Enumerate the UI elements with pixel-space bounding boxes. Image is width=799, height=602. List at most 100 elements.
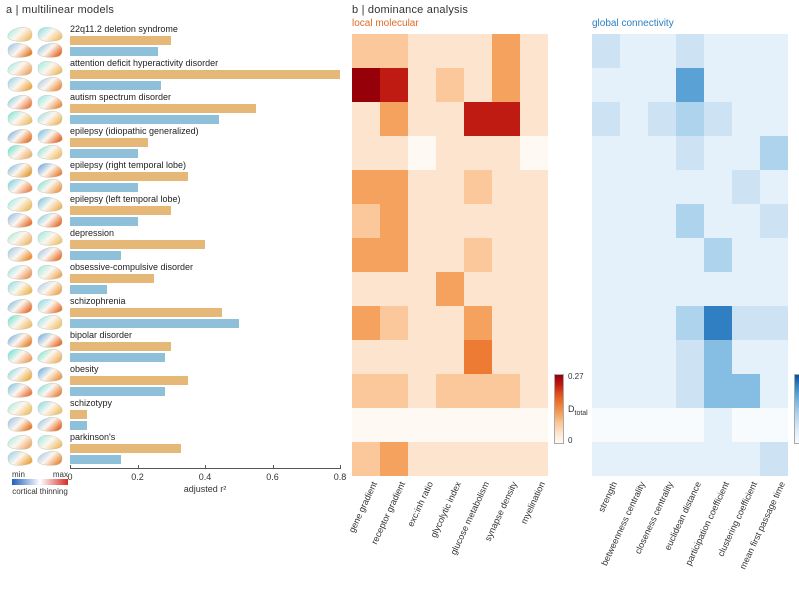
row-bars	[70, 36, 340, 58]
row-label: parkinson's	[70, 432, 115, 442]
colorbar-global-gradient	[794, 374, 799, 444]
xlabel: myelination	[519, 480, 547, 525]
hm-cell	[676, 102, 704, 136]
hm-cell	[676, 272, 704, 306]
hm-cell	[704, 442, 732, 476]
row-2: autism spectrum disorder	[6, 94, 346, 128]
axis-tick	[138, 465, 139, 469]
colorbar-local: 0.27 0 Dtotal	[554, 374, 568, 444]
row-label: schizotypy	[70, 398, 112, 408]
brain-thumb-12	[6, 434, 64, 466]
bar-local	[70, 138, 148, 147]
heatmap-local-grid	[352, 34, 548, 476]
hm-cell	[492, 272, 520, 306]
hm-cell	[648, 306, 676, 340]
hm-row	[592, 204, 788, 238]
hm-cell	[704, 272, 732, 306]
hm-cell	[620, 34, 648, 68]
row-7: obsessive-compulsive disorder	[6, 264, 346, 298]
bar-local	[70, 410, 87, 419]
bar-global	[70, 47, 158, 56]
row-label: obsessive-compulsive disorder	[70, 262, 193, 272]
hm-cell	[732, 272, 760, 306]
bar-global	[70, 183, 138, 192]
row-label: attention deficit hyperactivity disorder	[70, 58, 218, 68]
colorbar-local-symbol: Dtotal	[568, 404, 588, 417]
row-bars	[70, 444, 340, 466]
panel-b-title: b | dominance analysis	[352, 4, 468, 16]
row-label: obesity	[70, 364, 99, 374]
hm-cell	[592, 238, 620, 272]
cortical-thinning-colorbar: min max cortical thinning	[12, 470, 68, 496]
hm-cell	[492, 408, 520, 442]
hm-cell	[676, 340, 704, 374]
axis-tick	[340, 465, 341, 469]
hm-cell	[436, 306, 464, 340]
row-bars	[70, 410, 340, 432]
hm-cell	[620, 374, 648, 408]
hm-cell	[704, 238, 732, 272]
hm-cell	[380, 204, 408, 238]
hm-cell	[592, 408, 620, 442]
hm-row	[352, 136, 548, 170]
row-label: epilepsy (idiopathic generalized)	[70, 126, 199, 136]
bar-global	[70, 115, 219, 124]
hm-cell	[436, 102, 464, 136]
hm-cell	[592, 34, 620, 68]
hm-cell	[380, 136, 408, 170]
hm-cell	[592, 204, 620, 238]
brain-thumb-10	[6, 366, 64, 398]
hm-cell	[464, 340, 492, 374]
bar-global	[70, 251, 121, 260]
row-8: schizophrenia	[6, 298, 346, 332]
hm-cell	[676, 204, 704, 238]
hm-cell	[648, 272, 676, 306]
hm-cell	[352, 408, 380, 442]
bar-local	[70, 104, 256, 113]
brain-thumb-11	[6, 400, 64, 432]
hm-cell	[352, 272, 380, 306]
bar-local	[70, 70, 340, 79]
row-label: schizophrenia	[70, 296, 126, 306]
hm-cell	[520, 374, 548, 408]
hm-cell	[648, 136, 676, 170]
hm-cell	[380, 34, 408, 68]
bar-local	[70, 240, 205, 249]
hm-row	[592, 272, 788, 306]
heatmap-local	[352, 34, 548, 476]
hm-cell	[676, 306, 704, 340]
row-4: epilepsy (right temporal lobe)	[6, 162, 346, 196]
thinning-max: max	[53, 470, 68, 479]
hm-cell	[492, 34, 520, 68]
hm-cell	[380, 374, 408, 408]
hm-cell	[592, 102, 620, 136]
hm-cell	[408, 68, 436, 102]
hm-cell	[352, 136, 380, 170]
bar-global	[70, 353, 165, 362]
hm-cell	[760, 408, 788, 442]
hm-cell	[436, 136, 464, 170]
hm-cell	[704, 306, 732, 340]
hm-row	[592, 136, 788, 170]
row-0: 22q11.2 deletion syndrome	[6, 26, 346, 60]
hm-cell	[620, 68, 648, 102]
bar-local	[70, 206, 171, 215]
hm-cell	[648, 374, 676, 408]
hm-cell	[408, 272, 436, 306]
hm-row	[352, 68, 548, 102]
hm-cell	[352, 68, 380, 102]
bar-global	[70, 421, 87, 430]
hm-cell	[676, 136, 704, 170]
hm-cell	[520, 442, 548, 476]
hm-cell	[760, 306, 788, 340]
hm-cell	[732, 170, 760, 204]
hm-cell	[380, 272, 408, 306]
hm-cell	[520, 408, 548, 442]
hm-cell	[520, 102, 548, 136]
brain-thumb-9	[6, 332, 64, 364]
hm-cell	[592, 136, 620, 170]
hm-cell	[464, 442, 492, 476]
hm-cell	[648, 68, 676, 102]
hm-cell	[408, 136, 436, 170]
hm-cell	[760, 102, 788, 136]
